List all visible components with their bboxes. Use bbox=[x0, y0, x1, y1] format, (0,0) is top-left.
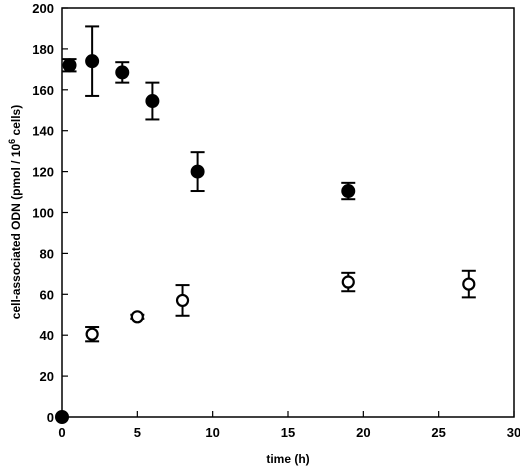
data-point bbox=[145, 94, 160, 109]
data-point bbox=[190, 164, 205, 179]
y-tick-label: 0 bbox=[47, 410, 54, 425]
y-tick-label: 120 bbox=[32, 165, 54, 180]
data-point bbox=[341, 184, 356, 199]
x-tick-label: 25 bbox=[431, 425, 445, 440]
data-point bbox=[130, 310, 144, 324]
y-tick-label: 60 bbox=[40, 287, 54, 302]
x-tick-label: 0 bbox=[58, 425, 65, 440]
y-tick-label: 80 bbox=[40, 246, 54, 261]
data-point bbox=[115, 65, 130, 80]
y-axis-label: cell-associated ODN (pmol / 106 cells) bbox=[7, 105, 23, 319]
data-point bbox=[85, 327, 99, 341]
x-axis-label: time (h) bbox=[266, 452, 309, 466]
y-axis-label-main: cell-associated ODN (pmol / 10 bbox=[9, 144, 23, 320]
data-point bbox=[62, 58, 77, 73]
data-point bbox=[341, 275, 355, 289]
series-open-circles bbox=[85, 269, 476, 343]
data-point bbox=[462, 277, 476, 291]
x-tick-label: 30 bbox=[507, 425, 520, 440]
data-point bbox=[85, 54, 100, 69]
y-tick-label: 140 bbox=[32, 124, 54, 139]
y-tick-label: 180 bbox=[32, 42, 54, 57]
y-tick-label: 200 bbox=[32, 1, 54, 16]
data-series bbox=[55, 25, 476, 424]
series-filled-circles bbox=[55, 25, 356, 424]
x-tick-label: 10 bbox=[205, 425, 219, 440]
x-tick-label: 15 bbox=[281, 425, 295, 440]
y-axis-label-tail: cells) bbox=[9, 105, 23, 139]
data-point bbox=[175, 293, 190, 308]
y-axis-ticks: 0 20 40 60 80 100 120 140 160 180 200 bbox=[32, 1, 68, 425]
x-axis-ticks: 0 5 10 15 20 25 30 bbox=[58, 411, 520, 440]
y-tick-label: 160 bbox=[32, 83, 54, 98]
y-tick-label: 20 bbox=[40, 369, 54, 384]
x-tick-label: 20 bbox=[356, 425, 370, 440]
y-axis-label-superscript: 6 bbox=[7, 139, 17, 144]
plot-frame bbox=[61, 7, 515, 418]
y-tick-label: 40 bbox=[40, 328, 54, 343]
y-tick-label: 100 bbox=[32, 206, 54, 221]
data-point bbox=[55, 410, 69, 424]
x-tick-label: 5 bbox=[134, 425, 141, 440]
